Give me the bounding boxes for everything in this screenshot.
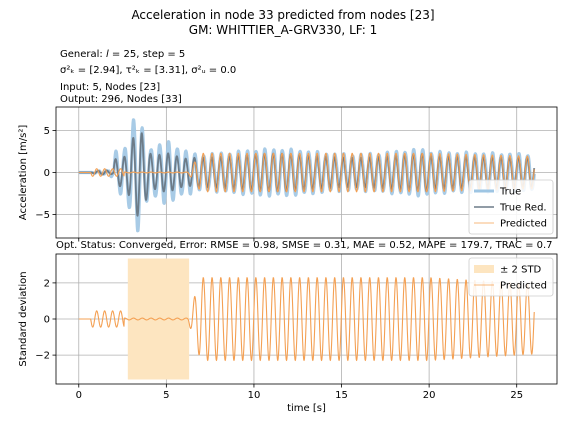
figure-title-line1: Acceleration in node 33 predicted from n… xyxy=(131,8,435,22)
info-general-l: l xyxy=(105,49,109,60)
y-tick-label: 2 xyxy=(44,278,50,289)
opt-status-text: Opt. Status: Converged, Error: RMSE = 0.… xyxy=(56,240,553,251)
top-axes: −5 0 5 Acceleration [m/s²] True True Red. Pred… xyxy=(18,106,558,242)
legend-entry: ± 2 STD xyxy=(500,265,542,276)
info-sigma: σ²ₖ = [2.94], τ²ₖ = [3.31], σ²ᵤ = 0.0 xyxy=(60,65,237,76)
series-line-predicted xyxy=(78,277,535,362)
y-tick-label: 0 xyxy=(44,315,50,326)
info-general-prefix: General: xyxy=(60,49,106,60)
x-tick-label: 5 xyxy=(163,390,169,401)
x-axis-label: time [s] xyxy=(287,403,326,414)
x-tick-label: 10 xyxy=(248,390,261,401)
info-output: Output: 296, Nodes [33] xyxy=(60,94,182,105)
series-line-predicted xyxy=(78,152,535,193)
y-tick-label: 0 xyxy=(44,168,50,179)
info-general-rest: = 25, step = 5 xyxy=(108,49,186,60)
y-axis-label: Standard deviation xyxy=(18,271,29,366)
legend-box xyxy=(468,179,554,235)
y-tick-label: −5 xyxy=(35,210,50,221)
figure-title-line2: GM: WHITTIER_A-GRV330, LF: 1 xyxy=(188,23,378,37)
x-tick-label: 15 xyxy=(335,390,348,401)
x-tick-label: 25 xyxy=(510,390,523,401)
legend-entry: True Red. xyxy=(499,203,547,214)
info-input: Input: 5, Nodes [23] xyxy=(60,82,161,93)
legend-entry: True xyxy=(499,187,521,198)
y-tick-label: 5 xyxy=(44,126,50,137)
legend-swatch xyxy=(474,265,494,273)
y-axis-label: Acceleration [m/s²] xyxy=(18,125,29,221)
info-general: General: l = 25, step = 5 xyxy=(60,49,185,60)
x-tick-label: 0 xyxy=(76,390,82,401)
x-tick-label: 20 xyxy=(423,390,436,401)
y-tick-label: −2 xyxy=(35,351,50,362)
legend-entry: Predicted xyxy=(500,281,547,292)
legend-entry: Predicted xyxy=(500,219,547,230)
